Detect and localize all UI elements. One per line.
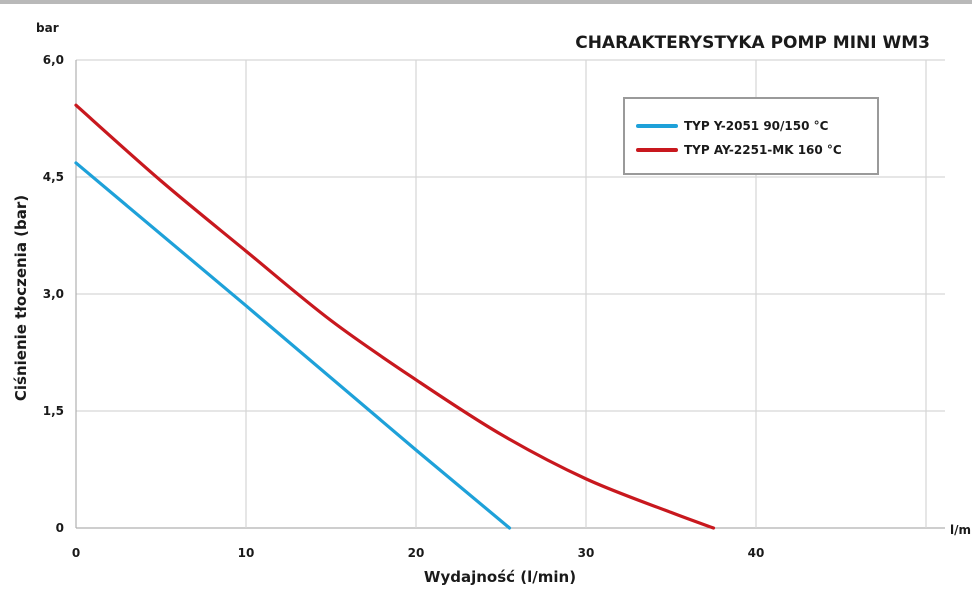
y-tick-label: 0 — [56, 521, 64, 535]
legend-label-series-2: TYP AY-2251-MK 160 °C — [684, 143, 842, 157]
y-tick-labels: 0 1,5 3,0 4,5 6,0 — [43, 53, 64, 535]
x-tick-label: 30 — [578, 546, 595, 560]
y-tick-label: 1,5 — [43, 404, 64, 418]
y-axis-title: Ciśnienie tłoczenia (bar) — [12, 195, 30, 401]
x-tick-label: 20 — [408, 546, 425, 560]
grid — [75, 59, 945, 529]
x-axis-title: Wydajność (l/min) — [424, 568, 576, 586]
top-border — [0, 0, 972, 4]
y-tick-label: 6,0 — [43, 53, 64, 67]
series-line-1 — [74, 161, 512, 530]
legend-label-series-1: TYP Y-2051 90/150 °C — [684, 119, 829, 133]
y-tick-label: 4,5 — [43, 170, 64, 184]
y-tick-label: 3,0 — [43, 287, 64, 301]
legend-box — [623, 97, 879, 175]
x-tick-label: 10 — [238, 546, 255, 560]
x-tick-label: 0 — [72, 546, 80, 560]
series-line-2 — [74, 103, 716, 530]
series-lines — [74, 103, 716, 530]
chart-title: CHARAKTERYSTYKA POMP MINI WM3 — [575, 33, 930, 53]
legend: TYP Y-2051 90/150 °C TYP AY-2251-MK 160 … — [623, 97, 879, 175]
x-tick-labels: 0 10 20 30 40 — [72, 546, 765, 560]
x-tick-label: 40 — [748, 546, 765, 560]
x-unit-label: l/m — [950, 523, 971, 537]
y-unit-label: bar — [36, 21, 59, 35]
